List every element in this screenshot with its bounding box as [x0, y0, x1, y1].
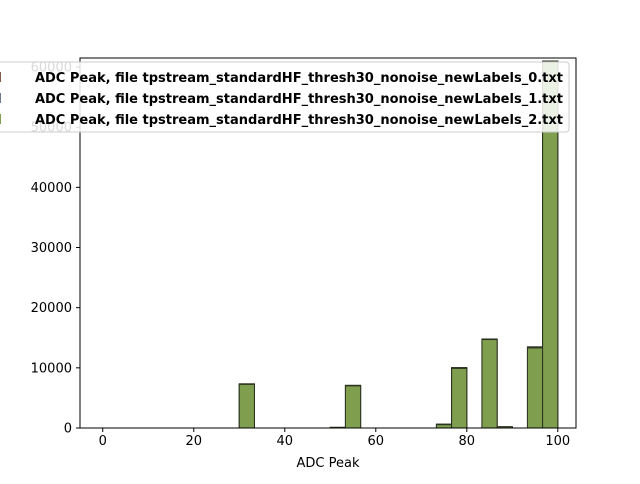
x-tick-label: 20 [185, 434, 202, 449]
y-tick-label: 20000 [31, 301, 72, 316]
y-tick-label: 0 [64, 422, 72, 437]
x-tick-label: 100 [545, 434, 570, 449]
legend-label: ADC Peak, file tpstream_standardHF_thres… [35, 92, 563, 107]
x-axis-label: ADC Peak [297, 456, 360, 471]
histogram-bar [451, 367, 468, 429]
x-tick-label: 0 [99, 434, 107, 449]
y-tick-label: 40000 [31, 181, 72, 196]
legend-box [0, 61, 570, 133]
x-tick-label: 40 [276, 434, 293, 449]
legend-swatch [0, 114, 1, 124]
plot-frame [79, 57, 577, 429]
histogram-bar [344, 385, 362, 429]
legend-swatch [0, 72, 1, 82]
histogram-bar [526, 347, 544, 429]
histogram-bar [238, 383, 255, 429]
legend: ADC Peak, file tpstream_standardHF_thres… [0, 61, 570, 133]
y-tick-label: 10000 [31, 361, 72, 376]
legend-label: ADC Peak, file tpstream_standardHF_thres… [35, 113, 563, 128]
y-tick-label: 30000 [31, 241, 72, 256]
x-tick-label: 80 [459, 434, 476, 449]
x-tick-label: 60 [368, 434, 385, 449]
legend-label: ADC Peak, file tpstream_standardHF_thres… [35, 71, 563, 86]
histogram-bar [481, 339, 498, 429]
legend-swatch [0, 93, 1, 103]
